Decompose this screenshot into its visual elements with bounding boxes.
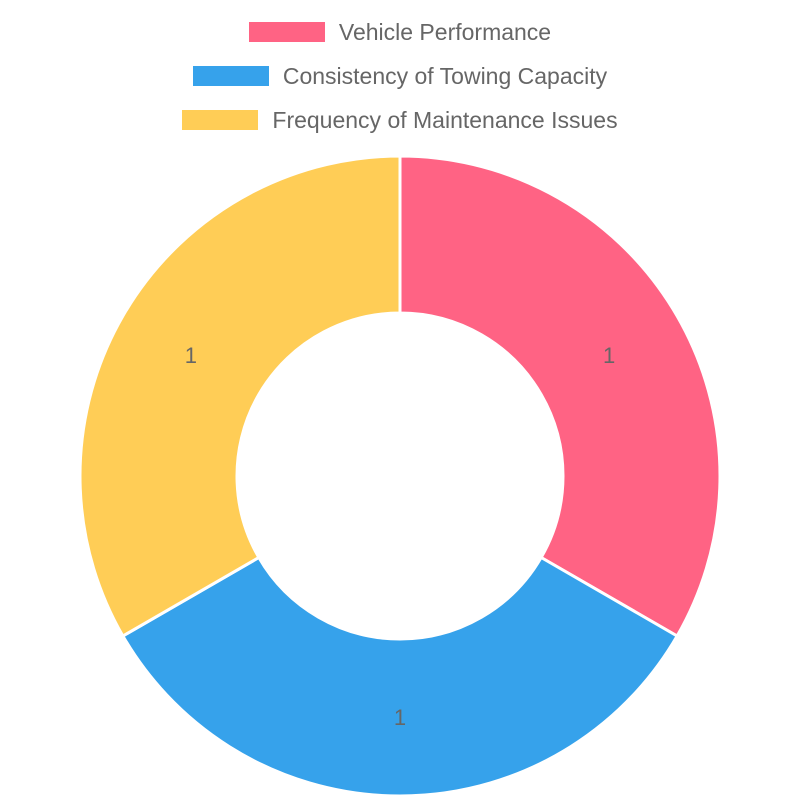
slice-value-label-2: 1: [185, 343, 197, 368]
legend-swatch: [248, 22, 325, 42]
legend-item-towing-capacity[interactable]: Consistency of Towing Capacity: [0, 61, 800, 91]
legend-swatch: [192, 66, 269, 86]
legend-swatch: [182, 110, 259, 130]
legend-item-maintenance-issues[interactable]: Frequency of Maintenance Issues: [0, 105, 800, 135]
legend-item-vehicle-performance[interactable]: Vehicle Performance: [0, 17, 800, 47]
donut-slice-0[interactable]: [398, 154, 722, 639]
donut-slice-2[interactable]: [78, 154, 402, 639]
slice-value-label-0: 1: [603, 343, 615, 368]
donut-slice-1[interactable]: [120, 555, 680, 798]
legend-label: Vehicle Performance: [338, 18, 552, 45]
chart-legend: Vehicle Performance Consistency of Towin…: [0, 0, 800, 150]
slice-value-label-1: 1: [394, 705, 406, 730]
legend-label: Consistency of Towing Capacity: [282, 62, 608, 89]
legend-label: Frequency of Maintenance Issues: [272, 106, 618, 133]
